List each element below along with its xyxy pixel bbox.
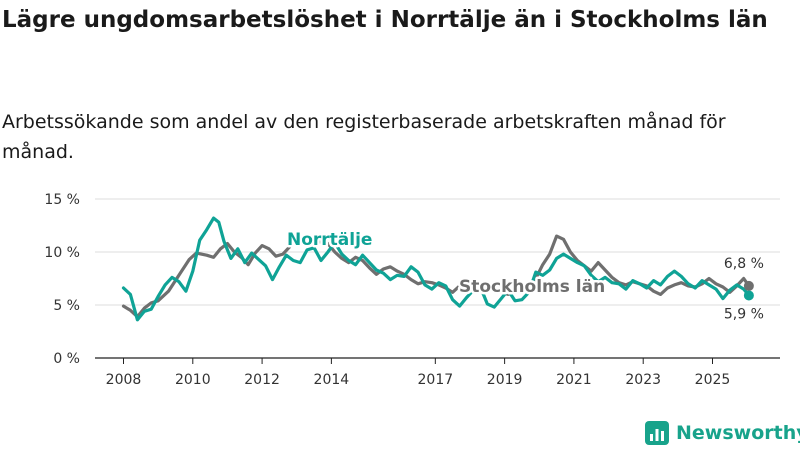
chart-subtitle: Arbetssökande som andel av den registerb… [2, 111, 726, 163]
series-label-norrtalje: Norrtälje [287, 230, 372, 250]
x-tick-label: 2014 [314, 372, 350, 388]
end-value-label-stockholm: 6,8 % [724, 256, 764, 272]
x-tick-label: 2012 [244, 372, 280, 388]
y-tick-label: 10 % [44, 245, 80, 261]
x-tick-label: 2019 [487, 372, 523, 388]
y-tick-label: 0 % [53, 351, 80, 367]
brand-name: Newsworthy [676, 422, 800, 444]
chart-title: Lägre ungdomsarbetslöshet i Norrtälje än… [2, 7, 768, 33]
x-tick-label: 2021 [556, 372, 592, 388]
x-tick-label: 2010 [175, 372, 211, 388]
endpoint-dot-norrtalje [743, 290, 754, 301]
end-value-label-norrtalje: 5,9 % [724, 306, 764, 322]
y-tick-label: 15 % [44, 192, 80, 208]
x-tick-label: 2025 [695, 372, 731, 388]
y-tick-label: 5 % [53, 298, 80, 314]
x-tick-label: 2023 [625, 372, 661, 388]
series-line-norrt-lje [121, 216, 751, 322]
endpoint-dot-stockholm [743, 280, 754, 291]
series-label-stockholm: Stockholms län [459, 277, 605, 297]
x-tick-label: 2008 [106, 372, 142, 388]
line-chart: 0 % 5 % 10 % 15 % 2008 2010 2012 2014 2017 2019 20… [44, 192, 780, 388]
newsworthy-brand: Newsworthy [644, 418, 800, 448]
x-tick-label: 2017 [418, 372, 454, 388]
bar-chart-logo-icon [645, 421, 669, 445]
